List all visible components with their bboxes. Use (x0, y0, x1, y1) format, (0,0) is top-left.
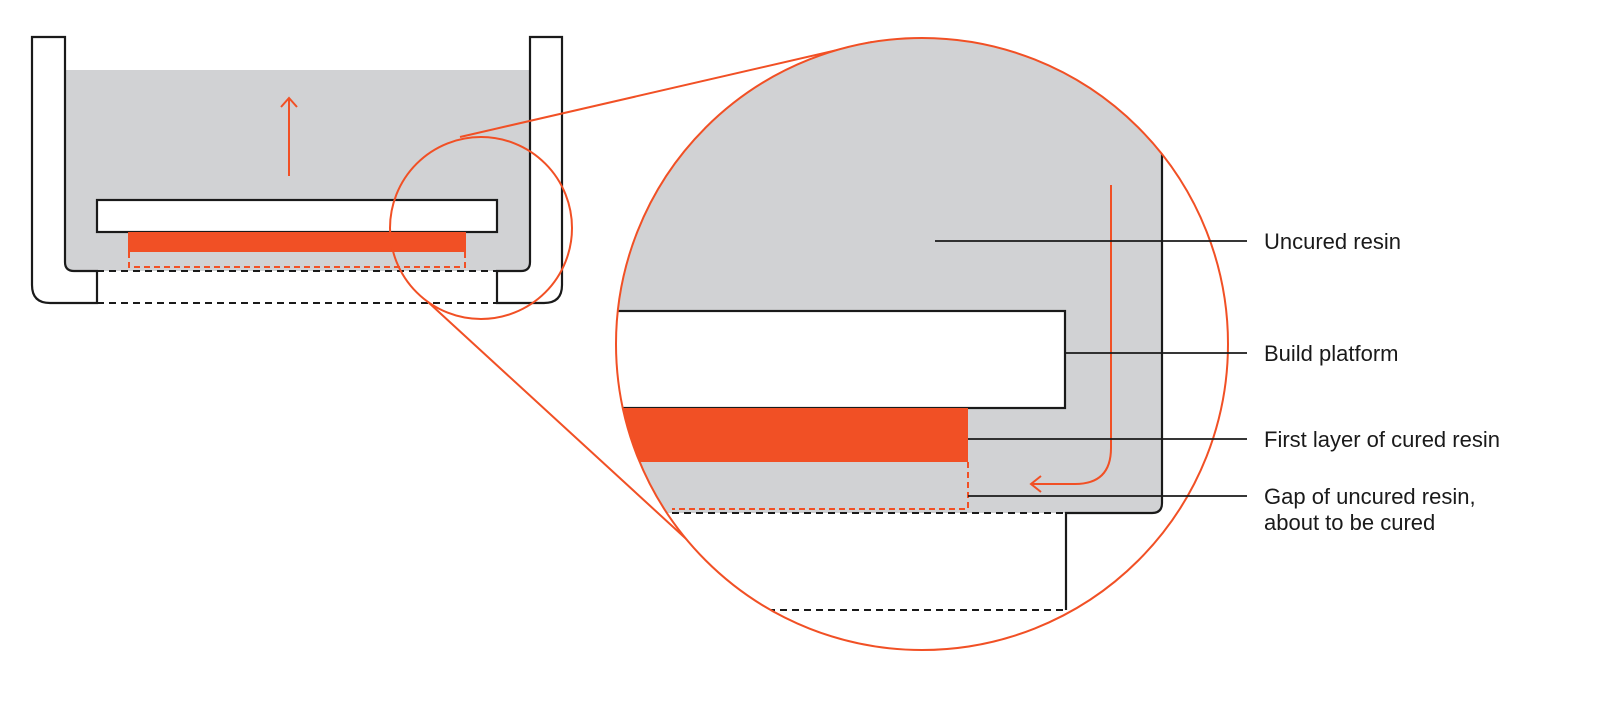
magnifier-connector-top (459, 41, 873, 138)
overview-tank (30, 35, 564, 305)
label-uncured-resin: Uncured resin (1264, 229, 1401, 254)
zoom-build-platform (616, 309, 1067, 410)
callouts (935, 240, 1247, 497)
zoom-cured-layer (616, 408, 968, 462)
overview-cured-layer (128, 232, 466, 252)
magnifier-large-circle (615, 37, 1229, 651)
label-build-platform: Build platform (1264, 341, 1399, 366)
label-gap-line1: Gap of uncured resin, (1264, 484, 1476, 509)
zoom-tank-wall (1064, 150, 1164, 610)
zoom-detail (616, 38, 1228, 650)
magnifier-small-circle (389, 136, 573, 320)
magnifier (389, 41, 873, 571)
label-gap-line2: about to be cured (1264, 510, 1435, 535)
overview-gap-outline (128, 252, 466, 268)
label-first-layer: First layer of cured resin (1264, 427, 1500, 452)
labels: Uncured resin Build platform First layer… (1264, 229, 1500, 535)
overview-build-platform (95, 198, 499, 234)
arrow-flow-icon (1029, 185, 1112, 493)
arrow-up-icon (280, 96, 298, 176)
magnifier-connector-bottom (427, 301, 721, 571)
zoom-gap-outline (672, 462, 969, 510)
